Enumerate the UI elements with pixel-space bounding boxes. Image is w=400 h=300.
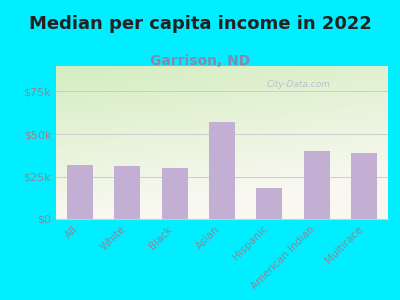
Bar <box>114 166 140 219</box>
Bar <box>209 122 235 219</box>
Bar <box>256 188 282 219</box>
Bar <box>162 168 188 219</box>
Bar <box>67 165 93 219</box>
Text: City-Data.com: City-Data.com <box>266 80 330 89</box>
Bar <box>304 151 330 219</box>
Text: Garrison, ND: Garrison, ND <box>150 54 250 68</box>
Text: Median per capita income in 2022: Median per capita income in 2022 <box>28 15 372 33</box>
Bar <box>351 153 377 219</box>
